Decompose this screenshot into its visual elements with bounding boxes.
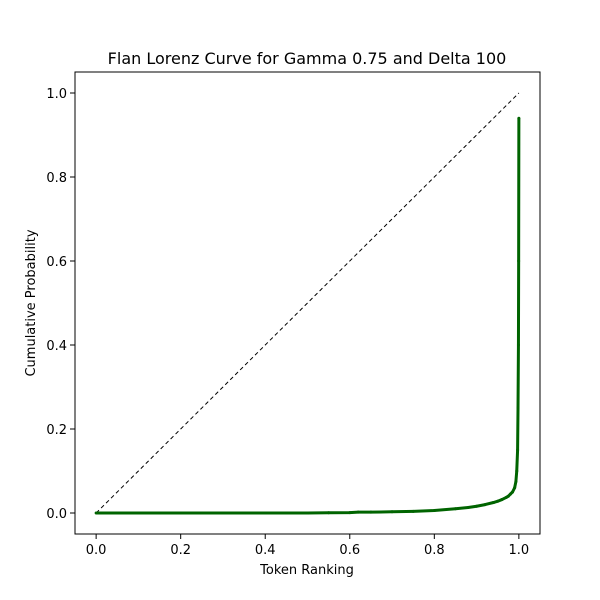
data-point xyxy=(517,142,520,145)
data-point xyxy=(284,511,288,515)
data-point xyxy=(517,249,520,252)
data-point xyxy=(511,490,515,494)
data-point xyxy=(348,511,352,515)
data-point xyxy=(517,163,520,166)
data-point xyxy=(517,231,520,234)
data-point xyxy=(115,511,119,515)
data-point xyxy=(514,480,518,483)
data-point xyxy=(517,149,520,152)
x-tick-label: 0.8 xyxy=(424,543,445,558)
data-point xyxy=(517,131,520,134)
data-point xyxy=(517,220,520,223)
y-tick-label: 0.6 xyxy=(46,255,67,270)
data-point xyxy=(517,195,520,198)
data-point xyxy=(517,124,520,127)
data-point xyxy=(356,510,360,514)
data-point xyxy=(517,238,520,241)
data-point xyxy=(500,498,504,502)
x-tick-label: 1.0 xyxy=(509,543,530,558)
data-point xyxy=(263,511,267,515)
data-point xyxy=(390,510,394,514)
data-point xyxy=(466,506,470,510)
data-point xyxy=(475,504,479,508)
data-point xyxy=(517,181,520,184)
data-point xyxy=(517,217,520,220)
data-point xyxy=(242,511,246,515)
data-point xyxy=(517,134,520,138)
data-point xyxy=(517,120,520,123)
data-point xyxy=(513,486,517,490)
data-point xyxy=(516,406,520,410)
data-point xyxy=(517,252,520,255)
data-point xyxy=(517,202,520,205)
data-point xyxy=(517,184,520,188)
data-point xyxy=(516,448,520,452)
data-point xyxy=(369,510,373,514)
x-tick-label: 0.0 xyxy=(86,543,107,558)
data-point xyxy=(179,511,183,515)
data-point xyxy=(517,245,520,248)
chart-title: Flan Lorenz Curve for Gamma 0.75 and Del… xyxy=(108,49,507,68)
data-point xyxy=(517,188,520,191)
data-point xyxy=(506,494,510,498)
data-point xyxy=(515,469,519,473)
y-tick-label: 0.0 xyxy=(46,507,67,522)
data-point xyxy=(306,511,309,515)
data-point xyxy=(517,192,520,195)
data-point xyxy=(327,511,331,515)
y-tick-label: 0.8 xyxy=(46,171,67,186)
y-tick-label: 0.4 xyxy=(46,339,67,354)
data-point xyxy=(517,234,520,238)
plot-frame xyxy=(74,71,541,535)
data-point xyxy=(200,511,204,515)
data-point xyxy=(221,511,225,515)
data-point xyxy=(411,509,415,513)
y-axis-label: Cumulative Probability xyxy=(24,229,39,376)
data-point xyxy=(496,499,500,503)
y-tick-label: 0.2 xyxy=(46,423,67,438)
data-point xyxy=(517,138,520,141)
plot-area xyxy=(94,92,521,515)
x-axis-label: Token Ranking xyxy=(259,563,354,578)
data-point xyxy=(517,167,520,170)
data-point xyxy=(158,511,162,515)
x-tick-label: 0.4 xyxy=(255,543,276,558)
data-point xyxy=(517,224,520,227)
data-point xyxy=(517,199,520,202)
data-point xyxy=(517,127,520,131)
data-point xyxy=(94,511,98,515)
lorenz-curve xyxy=(96,118,521,515)
data-point xyxy=(517,206,520,209)
data-point xyxy=(517,152,520,155)
data-point xyxy=(492,501,495,504)
data-point xyxy=(517,145,520,148)
data-point xyxy=(483,503,487,507)
equality-line xyxy=(95,92,520,514)
data-point xyxy=(136,511,140,515)
data-point xyxy=(453,507,457,511)
data-point xyxy=(516,343,520,347)
data-point xyxy=(517,242,520,245)
data-point xyxy=(517,117,520,120)
data-point xyxy=(517,177,520,180)
data-point xyxy=(517,170,520,173)
axes: 0.0 0.2 0.4 0.6 0.8 1.0 0.0 0.2 0.4 0.6 0.8 1.0 xyxy=(46,71,541,558)
data-point xyxy=(432,508,436,512)
x-tick-label: 0.6 xyxy=(339,543,360,558)
data-point xyxy=(517,259,520,263)
data-point xyxy=(517,156,520,159)
data-point xyxy=(517,256,520,259)
data-point xyxy=(508,492,512,496)
data-point xyxy=(517,213,520,216)
x-tick-label: 0.2 xyxy=(170,543,191,558)
data-point xyxy=(517,227,520,230)
y-tick-label: 1.0 xyxy=(46,87,67,102)
data-point xyxy=(517,159,520,163)
data-point xyxy=(517,174,520,177)
data-point xyxy=(517,209,520,213)
